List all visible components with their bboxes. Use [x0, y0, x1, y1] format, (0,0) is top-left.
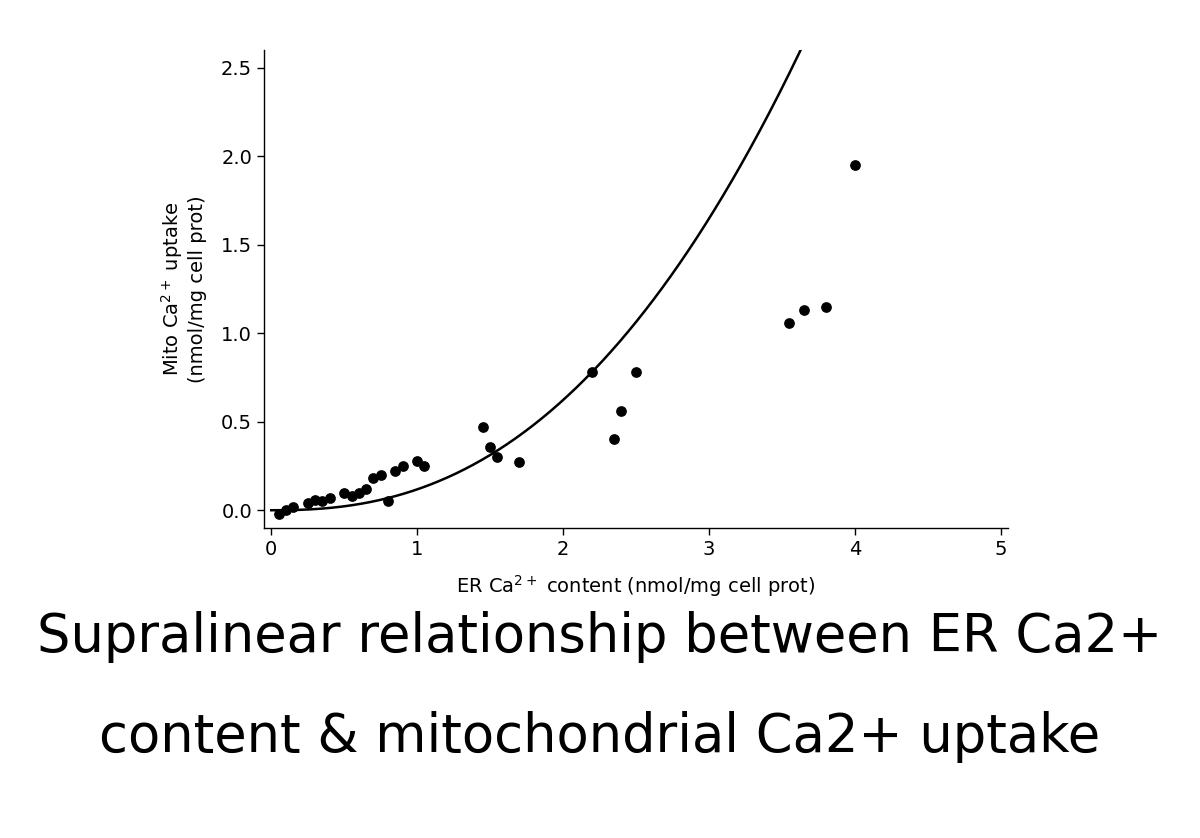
Point — [371, 468, 390, 482]
Point — [605, 432, 624, 446]
Point — [480, 440, 499, 453]
Point — [385, 464, 404, 478]
Point — [306, 493, 325, 506]
Point — [283, 500, 302, 514]
Text: content & mitochondrial Ca2+ uptake: content & mitochondrial Ca2+ uptake — [100, 711, 1100, 763]
Point — [313, 494, 332, 508]
Point — [780, 316, 799, 329]
Point — [473, 421, 492, 434]
Point — [349, 486, 368, 499]
Point — [378, 494, 397, 508]
Y-axis label: Mito Ca$^{2+}$ uptake
(nmol/mg cell prot): Mito Ca$^{2+}$ uptake (nmol/mg cell prot… — [160, 195, 208, 383]
Point — [794, 303, 814, 317]
Point — [320, 491, 340, 504]
Point — [364, 472, 383, 485]
Point — [276, 504, 295, 517]
Point — [342, 489, 361, 503]
Point — [510, 456, 529, 469]
Point — [415, 459, 434, 473]
X-axis label: ER Ca$^{2+}$ content (nmol/mg cell prot): ER Ca$^{2+}$ content (nmol/mg cell prot) — [456, 572, 816, 598]
Point — [816, 300, 835, 313]
Point — [612, 405, 631, 418]
Point — [488, 451, 508, 464]
Point — [392, 459, 412, 473]
Point — [356, 483, 376, 496]
Point — [269, 507, 288, 520]
Text: Supralinear relationship between ER Ca2+: Supralinear relationship between ER Ca2+ — [37, 611, 1163, 663]
Point — [408, 454, 427, 468]
Point — [626, 365, 646, 379]
Point — [335, 486, 354, 499]
Point — [583, 365, 602, 379]
Point — [845, 158, 864, 172]
Point — [298, 496, 317, 510]
